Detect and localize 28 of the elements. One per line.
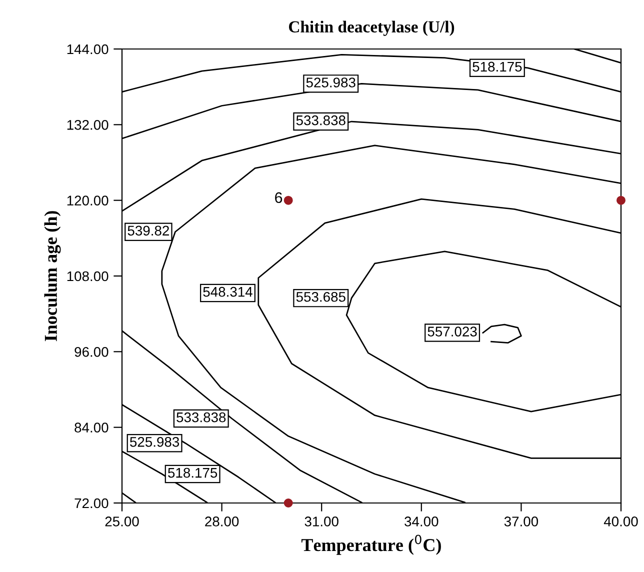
y-tick-label: 84.00	[74, 422, 108, 433]
x-tick-label: 25.00	[105, 516, 139, 526]
annotation: 553.685	[296, 292, 346, 302]
annotation: 539.82	[128, 226, 169, 236]
annotation: 518.175	[472, 62, 522, 72]
annotation: 533.838	[176, 412, 226, 422]
annotation: 6	[275, 192, 282, 204]
x-axis-title: Temperature ($^{0}$C)	[301, 534, 441, 555]
annotation: 548.314	[203, 286, 252, 297]
y-tick-label: 96.00	[74, 347, 108, 357]
annotation: 525.983	[130, 436, 180, 447]
annotation: 518.175	[168, 468, 218, 478]
x-tick-label: 28.00	[205, 516, 239, 526]
y-tick-label: 144.00	[67, 44, 108, 54]
annotation: 525.983	[306, 78, 356, 88]
x-tick-label: 37.00	[504, 516, 538, 526]
y-tick-label: 132.00	[67, 120, 108, 130]
chart-title: Chitin deacetylase (U/l)	[288, 20, 454, 36]
y-axis-title: Inoculum age (h)	[44, 211, 61, 342]
y-tick-label: 72.00	[74, 498, 108, 508]
x-tick-label: 31.00	[304, 516, 338, 526]
x-tick-label: 40.00	[604, 516, 638, 526]
annotation: 533.838	[296, 115, 346, 126]
y-tick-label: 108.00	[67, 271, 108, 282]
line-series	[482, 324, 522, 344]
x-tick-label: 34.00	[404, 516, 438, 526]
annotation: 557.023	[428, 326, 477, 336]
y-tick-label: 120.00	[67, 196, 108, 206]
